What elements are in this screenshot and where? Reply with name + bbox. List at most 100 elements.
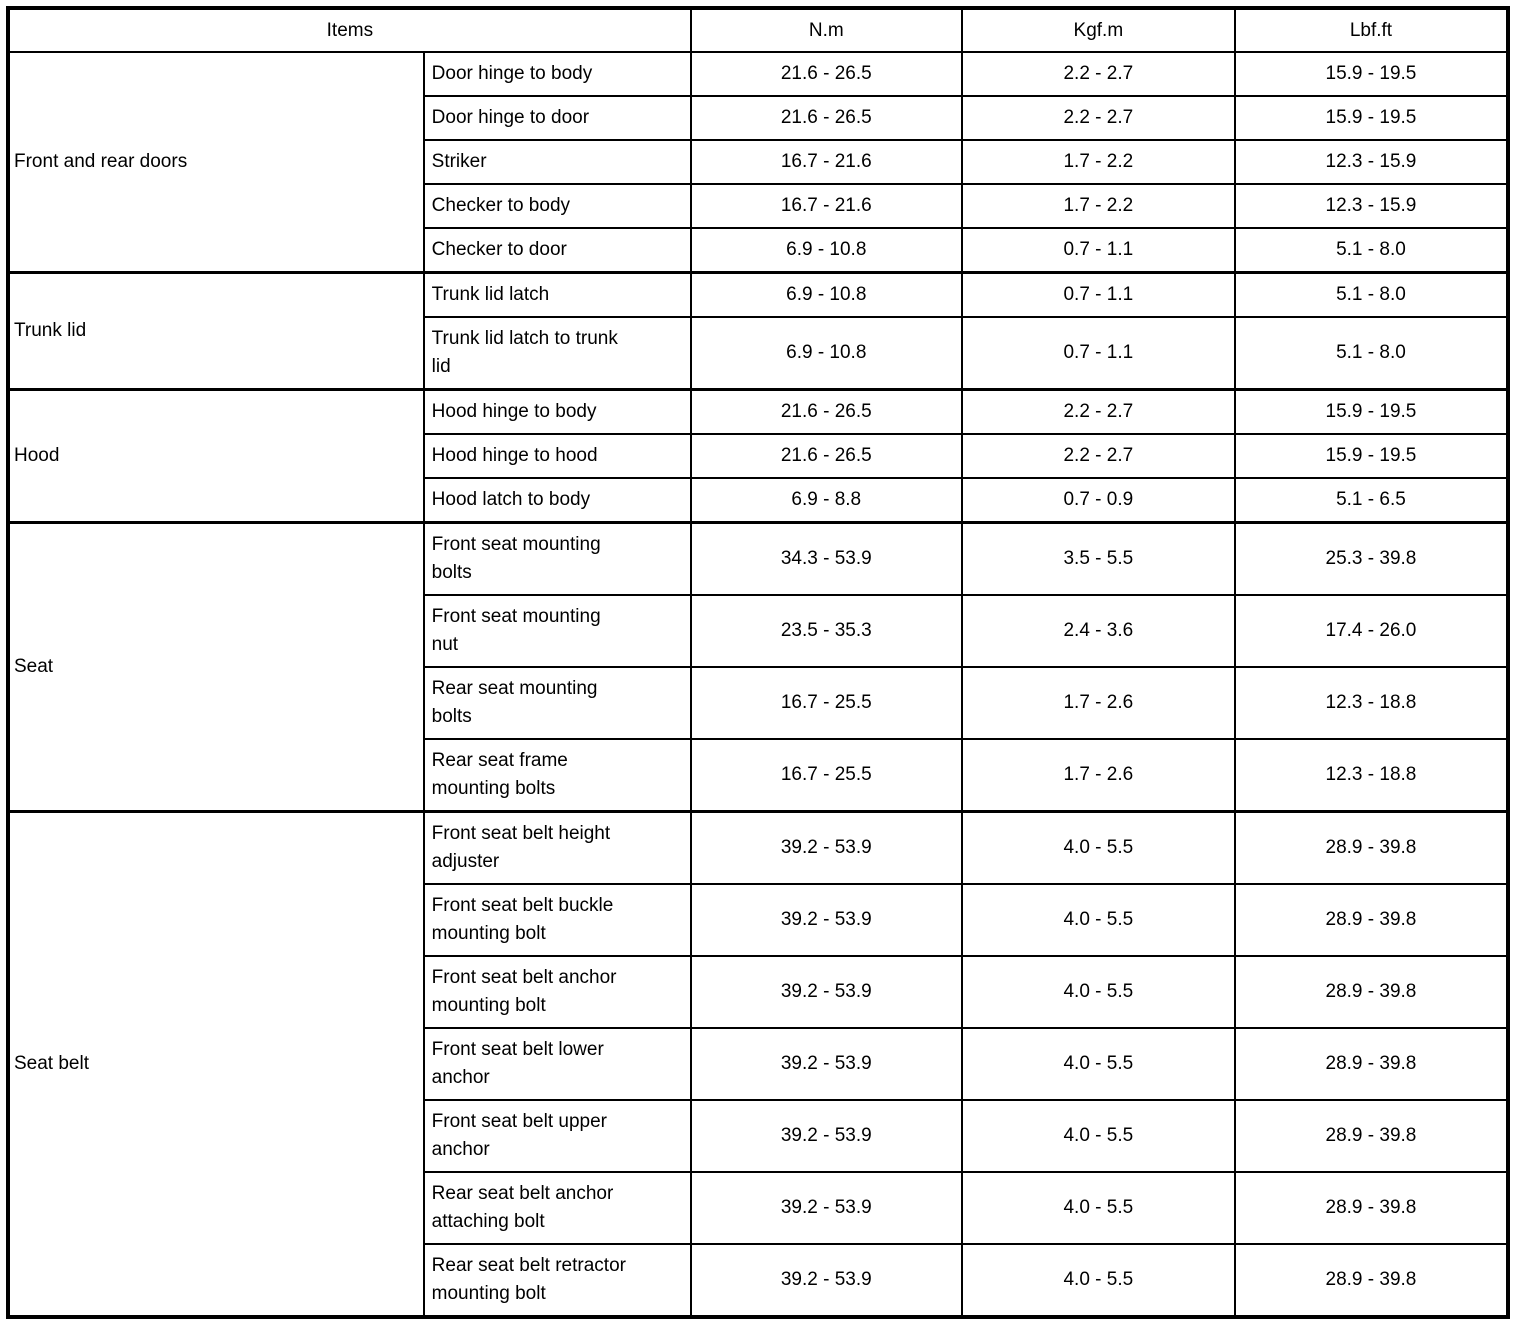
kgfm-value-cell: 2.2 - 2.7 [960,51,1236,97]
table-row: Seat Front seat mounting bolts 34.3 - 53.9… [7,521,1510,813]
table-row: Trunk lid Trunk lid latch 6.9 - 10.8 0.7 - … [7,271,1510,391]
lbfft-value-cell: 25.3 - 39.8 [1233,521,1510,596]
nm-value-cell: 39.2 - 53.9 [689,955,963,1029]
lbfft-value-cell: 5.1 - 8.0 [1233,271,1510,318]
lbfft-value-cell: 28.9 - 39.8 [1233,883,1510,957]
kgfm-value-cell: 1.7 - 2.2 [960,183,1236,229]
table-row: Front seat belt buckle mounting bolt 39.2… [8,883,1510,957]
lbfft-column-header: Lbf.ft [1233,7,1510,53]
lbfft-value-cell: 12.3 - 18.8 [1233,666,1510,740]
lbfft-value-cell: 28.9 - 39.8 [1233,1171,1510,1245]
item-cell: Door hinge to door [422,95,692,141]
item-cell: Hood latch to body [422,477,692,524]
nm-value-cell: 6.9 - 10.8 [689,316,963,391]
item-cell: Front seat belt lower anchor [422,1027,692,1101]
lbfft-value-cell: 15.9 - 19.5 [1233,51,1510,97]
header-row: Items N.m Kgf.m Lbf.ft [7,7,1510,53]
table-row: Front seat belt anchor mounting bolt 39.2… [8,955,1510,1029]
kgfm-value-cell: 3.5 - 5.5 [960,521,1236,596]
lbfft-value-cell: 12.3 - 15.9 [1233,183,1510,229]
kgfm-value-cell: 2.2 - 2.7 [960,433,1236,479]
table-row: Hood Hood hinge to body 21.6 - 26.5 2.2 - 2… [7,388,1510,524]
item-cell: Rear seat mounting bolts [422,666,692,740]
table-row: Checker to body 16.7 - 21.6 1.7 - 2.2 12.3 … [8,183,1510,229]
table-row: Rear seat belt anchor attaching bolt 39.2… [8,1171,1510,1245]
nm-value-cell: 16.7 - 25.5 [689,738,963,813]
nm-value-cell: 6.9 - 10.8 [689,227,963,274]
table-body: Front and rear doors Door hinge to body 21… [7,51,1510,1318]
lbfft-value-cell: 28.9 - 39.8 [1233,1027,1510,1101]
table-row: Striker 16.7 - 21.6 1.7 - 2.2 12.3 - 15.9 [8,139,1510,185]
lbfft-value-cell: 5.1 - 8.0 [1233,316,1510,391]
table-row: Door hinge to door 21.6 - 26.5 2.2 - 2.7 15… [8,95,1510,141]
kgfm-value-cell: 0.7 - 0.9 [960,477,1236,524]
kgfm-value-cell: 4.0 - 5.5 [960,1027,1236,1101]
nm-value-cell: 39.2 - 53.9 [689,810,963,885]
item-cell: Hood hinge to hood [422,433,692,479]
item-cell: Rear seat belt anchor attaching bolt [422,1171,692,1245]
item-cell: Trunk lid latch to trunk lid [422,316,692,391]
kgfm-value-cell: 1.7 - 2.2 [960,139,1236,185]
lbfft-value-cell: 12.3 - 18.8 [1233,738,1510,813]
kgfm-value-cell: 4.0 - 5.5 [960,955,1236,1029]
lbfft-value-cell: 28.9 - 39.8 [1233,955,1510,1029]
table-row: Rear seat frame mounting bolts 16.7 - 25.… [8,738,1510,813]
kgfm-value-cell: 2.4 - 3.6 [960,594,1236,668]
category-cell: Hood [7,388,425,524]
nm-value-cell: 39.2 - 53.9 [689,883,963,957]
item-cell: Rear seat frame mounting bolts [422,738,692,813]
nm-value-cell: 23.5 - 35.3 [689,594,963,668]
lbfft-value-cell: 17.4 - 26.0 [1233,594,1510,668]
lbfft-value-cell: 28.9 - 39.8 [1233,1099,1510,1173]
table-row: Front seat mounting nut 23.5 - 35.3 2.4 - … [8,594,1510,668]
item-cell: Rear seat belt retractor mounting bolt [422,1243,692,1318]
nm-value-cell: 39.2 - 53.9 [689,1171,963,1245]
item-cell: Door hinge to body [422,51,692,97]
table-row: Hood latch to body 6.9 - 8.8 0.7 - 0.9 5.1 … [8,477,1510,524]
table-row: Checker to door 6.9 - 10.8 0.7 - 1.1 5.1 - … [8,227,1510,274]
nm-value-cell: 16.7 - 21.6 [689,183,963,229]
item-cell: Front seat mounting bolts [422,521,692,596]
category-cell: Front and rear doors [7,51,425,274]
category-cell: Trunk lid [7,271,425,391]
item-cell: Front seat mounting nut [422,594,692,668]
kgfm-value-cell: 4.0 - 5.5 [960,810,1236,885]
nm-value-cell: 21.6 - 26.5 [689,95,963,141]
table-row: Front seat belt lower anchor 39.2 - 53.9 4… [8,1027,1510,1101]
table-row: Hood hinge to hood 21.6 - 26.5 2.2 - 2.7 15… [8,433,1510,479]
item-cell: Striker [422,139,692,185]
lbfft-value-cell: 28.9 - 39.8 [1233,810,1510,885]
torque-spec-table: Items N.m Kgf.m Lbf.ft Front and rear do… [6,6,1510,1319]
kgfm-value-cell: 1.7 - 2.6 [960,666,1236,740]
category-cell: Seat [7,521,425,813]
category-cell: Seat belt [7,810,425,1318]
lbfft-value-cell: 15.9 - 19.5 [1233,95,1510,141]
item-cell: Checker to body [422,183,692,229]
item-cell: Hood hinge to body [422,388,692,435]
item-cell: Front seat belt buckle mounting bolt [422,883,692,957]
nm-value-cell: 6.9 - 8.8 [689,477,963,524]
kgfm-value-cell: 4.0 - 5.5 [960,883,1236,957]
kgfm-value-cell: 4.0 - 5.5 [960,1243,1236,1318]
kgfm-value-cell: 2.2 - 2.7 [960,388,1236,435]
items-column-header: Items [7,7,692,53]
lbfft-value-cell: 15.9 - 19.5 [1233,433,1510,479]
nm-value-cell: 34.3 - 53.9 [689,521,963,596]
item-cell: Front seat belt height adjuster [422,810,692,885]
kgfm-column-header: Kgf.m [960,7,1236,53]
kgfm-value-cell: 1.7 - 2.6 [960,738,1236,813]
item-cell: Front seat belt anchor mounting bolt [422,955,692,1029]
kgfm-value-cell: 4.0 - 5.5 [960,1171,1236,1245]
item-cell: Checker to door [422,227,692,274]
nm-value-cell: 16.7 - 25.5 [689,666,963,740]
nm-value-cell: 21.6 - 26.5 [689,51,963,97]
lbfft-value-cell: 28.9 - 39.8 [1233,1243,1510,1318]
lbfft-value-cell: 5.1 - 8.0 [1233,227,1510,274]
nm-value-cell: 21.6 - 26.5 [689,433,963,479]
kgfm-value-cell: 2.2 - 2.7 [960,95,1236,141]
lbfft-value-cell: 12.3 - 15.9 [1233,139,1510,185]
nm-value-cell: 21.6 - 26.5 [689,388,963,435]
nm-value-cell: 6.9 - 10.8 [689,271,963,318]
kgfm-value-cell: 4.0 - 5.5 [960,1099,1236,1173]
item-cell: Trunk lid latch [422,271,692,318]
